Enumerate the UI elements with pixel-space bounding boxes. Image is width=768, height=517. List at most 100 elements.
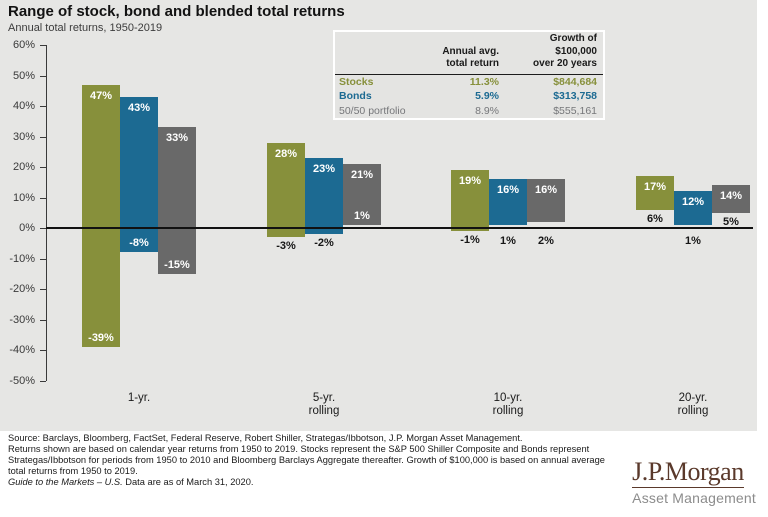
chart-panel: Range of stock, bond and blended total r…: [0, 0, 757, 431]
bar-min-label-stocks-20-yr-rolling: 6%: [647, 212, 663, 225]
y-tick-label: 20%: [12, 161, 35, 173]
stats-table: Annual avg. total return Growth of $100,…: [333, 30, 605, 120]
bar-min-label-50-50-portfolio-5-yr-rolling: 1%: [354, 209, 370, 222]
x-category-label-10-yr-rolling: 10-yr. rolling: [492, 392, 524, 417]
y-tick: [40, 45, 46, 46]
source-footnote: Source: Barclays, Bloomberg, FactSet, Fe…: [8, 433, 605, 488]
bar-min-label-bonds-5-yr-rolling: -2%: [314, 237, 334, 250]
bar-bonds-10-yr-rolling: [489, 179, 527, 225]
y-tick: [40, 228, 46, 229]
jpmorgan-logo: J.P.Morgan Asset Management: [632, 458, 756, 506]
bar-min-label-stocks-1-yr: -39%: [88, 331, 114, 344]
footnote-line-1: Source: Barclays, Bloomberg, FactSet, Fe…: [8, 433, 523, 443]
bar-50-50-portfolio-5-yr-rolling: [343, 163, 381, 225]
y-tick-label: -10%: [9, 252, 35, 265]
bar-max-label-stocks-10-yr-rolling: 19%: [458, 175, 482, 188]
y-tick-label: -40%: [9, 344, 35, 356]
stats-header-empty: [334, 31, 433, 75]
stats-growth-bonds: $313,758: [553, 90, 597, 102]
bar-min-label-stocks-10-yr-rolling: -1%: [460, 234, 480, 247]
bar-max-label-stocks-5-yr-rolling: 28%: [274, 147, 298, 160]
stats-growth-stocks: $844,684: [553, 75, 597, 88]
y-tick: [40, 258, 46, 260]
stats-header-annual-avg-line1: Annual avg.: [442, 45, 499, 57]
bar-min-label-bonds-1-yr: -8%: [129, 237, 149, 250]
y-tick: [40, 289, 46, 290]
y-tick: [40, 197, 46, 199]
stats-growth-5050: $555,161: [553, 104, 597, 117]
y-tick: [40, 106, 46, 107]
stats-avg-stocks: 11.3%: [469, 75, 499, 88]
footnote-line-5: Guide to the Markets – U.S. Data are as …: [8, 477, 605, 488]
jpmorgan-wordmark: J.P.Morgan: [632, 458, 744, 489]
x-category-label-1-yr: 1-yr.: [127, 392, 151, 404]
chart-title: Range of stock, bond and blended total r…: [8, 3, 345, 20]
zero-line: [46, 227, 753, 229]
y-tick: [40, 350, 46, 351]
y-tick-label: 10%: [12, 191, 35, 204]
stats-row-stocks: Stocks 11.3% $844,684: [334, 74, 604, 89]
bar-50-50-portfolio-10-yr-rolling: [527, 179, 565, 222]
y-tick-label: 30%: [12, 130, 35, 143]
bar-max-label-50-50-portfolio-5-yr-rolling: 21%: [350, 168, 374, 181]
footnote-line-2: Returns shown are based on calendar year…: [8, 443, 590, 454]
stats-label-5050: 50/50 portfolio: [339, 104, 406, 117]
data-as-of-date: Data are as of March 31, 2020.: [122, 476, 254, 487]
bar-stocks-10-yr-rolling: [451, 170, 489, 232]
bar-bonds-20-yr-rolling: [674, 191, 712, 225]
y-tick-label: 50%: [12, 69, 35, 82]
x-category-label-20-yr-rolling: 20-yr. rolling: [677, 392, 709, 417]
guide-to-markets-title: Guide to the Markets – U.S.: [8, 476, 123, 487]
bar-min-label-50-50-portfolio-1-yr: -15%: [164, 258, 190, 271]
bar-stocks-1-yr: [82, 84, 120, 347]
bar-max-label-bonds-5-yr-rolling: 23%: [312, 162, 336, 175]
bar-max-label-stocks-20-yr-rolling: 17%: [643, 181, 667, 194]
bar-bonds-5-yr-rolling: [305, 157, 343, 235]
bar-min-label-50-50-portfolio-10-yr-rolling: 2%: [538, 235, 554, 247]
y-tick-label: 60%: [12, 39, 35, 51]
stats-avg-bonds: 5.9%: [475, 90, 499, 102]
y-tick: [40, 380, 46, 382]
bar-50-50-portfolio-1-yr: [158, 127, 196, 274]
stats-header-annual-avg-line2: total return: [446, 58, 499, 69]
stats-header-growth: Growth of $100,000 over 20 years: [505, 31, 604, 75]
bar-max-label-50-50-portfolio-20-yr-rolling: 14%: [719, 190, 743, 203]
stats-row-5050-portfolio: 50/50 portfolio 8.9% $555,161: [334, 104, 604, 120]
bar-stocks-20-yr-rolling: [636, 176, 674, 210]
bar-max-label-bonds-20-yr-rolling: 12%: [681, 196, 705, 209]
jpmorgan-tagline: Asset Management: [632, 490, 756, 507]
range-bar-chart: 60% 50% 40% 30% 20% 10% 0% -10% -20% -30% -40% -50%…: [9, 39, 753, 417]
bar-min-label-50-50-portfolio-20-yr-rolling: 5%: [723, 215, 739, 228]
bar-max-label-stocks-1-yr: 47%: [89, 89, 113, 102]
bar-50-50-portfolio-20-yr-rolling: [712, 185, 750, 213]
footnote-line-3: Strategas/Ibbotson for periods from 1950…: [8, 454, 605, 465]
stats-header-annual-avg: Annual avg. total return: [433, 31, 505, 75]
footnote-line-4: total returns from 1950 to 2019.: [8, 465, 138, 476]
y-tick: [40, 167, 46, 168]
stats-header-growth-line2: over 20 years: [533, 58, 597, 69]
bar-bonds-1-yr: [120, 96, 158, 253]
y-tick-label: -30%: [9, 313, 35, 326]
y-tick-label: 40%: [12, 100, 35, 112]
bar-max-label-50-50-portfolio-1-yr: 33%: [165, 132, 189, 145]
stats-avg-5050: 8.9%: [475, 104, 499, 117]
y-tick: [40, 319, 46, 321]
bar-max-label-50-50-portfolio-10-yr-rolling: 16%: [534, 184, 558, 197]
y-tick-label: 0%: [19, 222, 35, 234]
y-tick-label: -20%: [9, 283, 35, 295]
bar-min-label-bonds-10-yr-rolling: 1%: [500, 235, 516, 247]
stats-label-stocks: Stocks: [339, 75, 374, 88]
bar-max-label-bonds-10-yr-rolling: 16%: [496, 184, 520, 197]
stats-label-bonds: Bonds: [339, 90, 372, 102]
y-axis-line: [46, 45, 47, 381]
x-category-label-5-yr-rolling: 5-yr. rolling: [308, 392, 340, 417]
bar-stocks-5-yr-rolling: [267, 142, 305, 238]
bar-min-label-bonds-20-yr-rolling: 1%: [685, 235, 701, 247]
y-tick-label: -50%: [9, 374, 35, 387]
y-tick: [40, 136, 46, 138]
stats-header-growth-line1: Growth of $100,000: [549, 33, 597, 57]
bar-max-label-bonds-1-yr: 43%: [127, 101, 151, 114]
stats-header-row: Annual avg. total return Growth of $100,…: [334, 31, 604, 75]
y-tick: [40, 75, 46, 77]
